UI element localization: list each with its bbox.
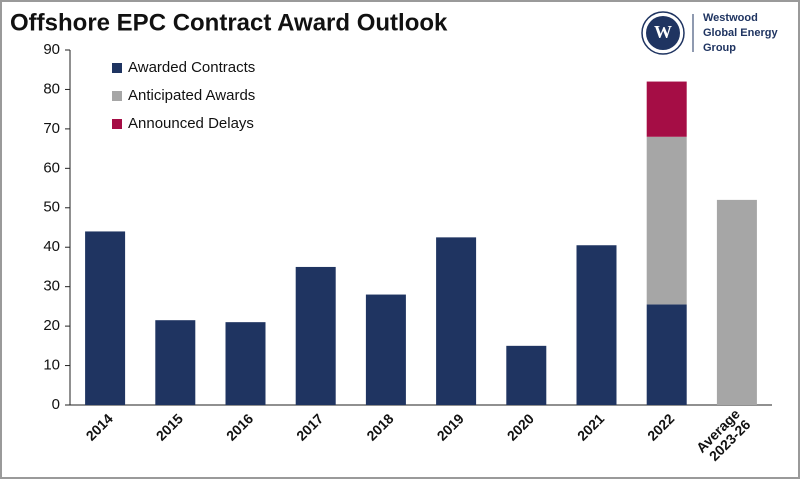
logo-mark: W xyxy=(654,22,672,42)
bar-segment xyxy=(646,304,687,405)
bar-segment xyxy=(436,237,477,405)
bar-segment xyxy=(716,199,757,405)
bar-segment xyxy=(646,81,687,137)
y-tick-label: 30 xyxy=(43,278,60,295)
y-tick-label: 60 xyxy=(43,159,60,176)
y-tick-label: 0 xyxy=(52,396,60,413)
logo-text: Global Energy xyxy=(703,27,778,39)
legend-label: Awarded Contracts xyxy=(128,59,255,76)
y-tick-label: 50 xyxy=(43,199,60,216)
y-tick-label: 70 xyxy=(43,120,60,137)
chart-title: Offshore EPC Contract Award Outlook xyxy=(10,9,448,36)
legend-label: Anticipated Awards xyxy=(128,87,255,104)
y-tick-label: 20 xyxy=(43,317,60,334)
logo-text: Group xyxy=(703,42,736,54)
bar-segment xyxy=(365,294,406,405)
bar-segment xyxy=(506,345,547,405)
logo-ring xyxy=(641,11,685,55)
legend-label: Announced Delays xyxy=(128,115,254,132)
y-tick-label: 10 xyxy=(43,357,60,374)
bar-segment xyxy=(646,136,687,305)
y-tick-label: 80 xyxy=(43,80,60,97)
bar-segment xyxy=(155,320,196,405)
bar-segment xyxy=(225,322,266,405)
y-tick-label: 90 xyxy=(43,41,60,58)
logo-text: Westwood xyxy=(703,12,758,24)
bar-segment xyxy=(85,231,126,405)
legend-swatch xyxy=(112,119,122,129)
logo-disc xyxy=(646,16,680,50)
bar-segment xyxy=(295,266,336,405)
legend-swatch xyxy=(112,63,122,73)
y-tick-label: 40 xyxy=(43,238,60,255)
legend-swatch xyxy=(112,91,122,101)
bar-segment xyxy=(576,245,617,405)
